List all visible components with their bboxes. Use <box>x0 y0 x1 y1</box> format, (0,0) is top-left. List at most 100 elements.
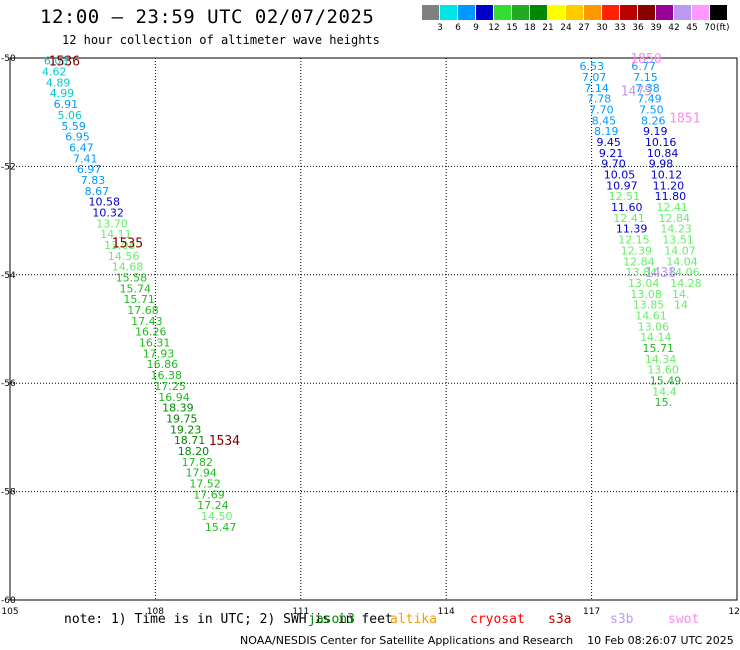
wave-height-point: 13.08 <box>630 288 662 301</box>
scale-tick-label: 33 <box>614 23 626 33</box>
wave-height-point: 14.4 <box>652 385 677 398</box>
wave-height-point: 12.51 <box>609 190 641 203</box>
scale-swatch <box>476 5 494 20</box>
wave-height-point: 7.14 <box>584 82 609 95</box>
wave-height-point: 14.28 <box>670 277 702 290</box>
wave-height-point: 12.15 <box>618 234 650 247</box>
wave-height-point: 16.38 <box>151 369 183 382</box>
scale-unit: (ft) <box>716 23 730 33</box>
satellite-legend-swot: swot <box>668 612 700 627</box>
wave-height-point: 10.97 <box>606 179 638 192</box>
wave-height-point: 16.26 <box>135 326 167 339</box>
wave-height-point: 14.68 <box>112 261 144 274</box>
scale-swatch <box>530 5 548 20</box>
track-id-label: 1535 <box>112 236 143 251</box>
scale-swatch <box>692 5 710 20</box>
wave-height-point: 7.70 <box>589 103 614 116</box>
satellite-legend-altika: altika <box>390 612 437 627</box>
y-tick-label: -58 <box>1 488 16 498</box>
wave-height-point: 4.62 <box>42 66 67 79</box>
wave-height-point: 15.49 <box>650 374 682 387</box>
wave-height-point: 8.19 <box>594 125 619 138</box>
scale-swatch <box>512 5 530 20</box>
wave-height-point: 11.80 <box>655 190 687 203</box>
wave-height-point: 10.16 <box>645 136 677 149</box>
track-id-label: 1438 <box>645 266 676 281</box>
scale-swatch <box>548 5 566 20</box>
track-id-label: 1851 <box>669 112 700 127</box>
scale-tick-label: 6 <box>455 23 461 33</box>
scale-swatch <box>656 5 674 20</box>
y-tick-label: -54 <box>1 271 16 281</box>
wave-height-point: 12.39 <box>621 244 653 257</box>
wave-height-point: 17.82 <box>182 456 214 469</box>
wave-height-point: 13.06 <box>638 320 670 333</box>
wave-height-point: 14.06 <box>668 266 700 279</box>
wave-height-point: 13.85 <box>633 299 665 312</box>
wave-height-point: 6.47 <box>69 141 94 154</box>
wave-height-point: 4.99 <box>50 87 75 100</box>
satellite-legend-cryosat: cryosat <box>470 612 525 627</box>
wave-height-point: 13.60 <box>647 364 679 377</box>
wave-height-point: 18.20 <box>178 445 210 458</box>
wave-height-point: 14.50 <box>201 510 233 523</box>
wave-height-point: 7.50 <box>639 103 664 116</box>
wave-height-point: 13.04 <box>628 277 660 290</box>
wave-height-point: 17.69 <box>193 488 225 501</box>
scale-tick-label: 18 <box>524 23 536 33</box>
wave-height-point: 7.41 <box>73 152 98 165</box>
wave-height-point: 4.89 <box>46 76 71 89</box>
wave-height-point: 8.45 <box>592 114 617 127</box>
wave-height-point: 5.59 <box>61 120 85 133</box>
wave-height-point: 14.04 <box>666 255 698 268</box>
wave-height-point: 7.15 <box>633 71 658 84</box>
wave-height-point: 18.71 <box>174 434 206 447</box>
note-text: note: 1) Time is in UTC; 2) SWH is in fe… <box>64 612 393 627</box>
wave-height-point: 14.61 <box>635 309 667 322</box>
wave-height-point: 13.08 <box>104 239 136 252</box>
wave-height-point: 10.58 <box>89 196 121 209</box>
wave-height-point: 6.91 <box>54 98 78 111</box>
wave-height-point: 16.31 <box>139 337 171 350</box>
wave-height-point: 11.20 <box>653 179 685 192</box>
x-tick-label: 108 <box>147 607 164 617</box>
wave-height-point: 12.84 <box>623 255 655 268</box>
wave-height-point: 9.98 <box>649 158 674 171</box>
scale-tick-label: 27 <box>578 23 590 33</box>
scale-tick-label: 45 <box>686 23 698 33</box>
wave-height-point: 10.12 <box>651 169 683 182</box>
wave-height-point: 14 <box>674 299 688 312</box>
scale-tick-label: 12 <box>488 23 500 33</box>
plot-frame <box>9 57 738 601</box>
x-tick-label: 111 <box>292 607 309 617</box>
track-id-label: 1534 <box>209 434 240 449</box>
wave-height-point: 12.41 <box>613 212 645 225</box>
wave-height-point: 16.86 <box>147 358 179 371</box>
scale-tick-label: 70 <box>704 23 716 33</box>
satellite-legend-jason3: jason3 <box>308 612 355 627</box>
wave-height-point: 11.60 <box>611 201 643 214</box>
footer-credit: NOAA/NESDIS Center for Satellite Applica… <box>240 634 574 647</box>
wave-height-point: 15.71 <box>123 293 155 306</box>
wave-height-point: 13.84 <box>626 266 658 279</box>
scale-tick-label: 39 <box>650 23 662 33</box>
track-id-label: 1536 <box>49 55 80 70</box>
scale-swatch <box>566 5 584 20</box>
wave-height-point: 11.39 <box>616 223 648 236</box>
y-tick-label: -50 <box>1 54 16 64</box>
scale-tick-label: 21 <box>542 23 554 33</box>
wave-height-point: 8.26 <box>641 114 666 127</box>
wave-height-point: 15.47 <box>205 521 237 534</box>
wave-height-point: 9.70 <box>601 158 626 171</box>
track-id-label: 1475 <box>621 85 652 100</box>
wave-height-point: 13.70 <box>96 217 128 230</box>
scale-swatch <box>494 5 512 20</box>
wave-height-point: 14.14 <box>640 331 672 344</box>
wave-height-point: 17.43 <box>131 315 163 328</box>
wave-height-point: 10.05 <box>604 169 636 182</box>
wave-height-point: 6.97 <box>77 163 102 176</box>
chart-subtitle: 12 hour collection of altimeter wave hei… <box>62 33 380 47</box>
wave-height-point: 19.75 <box>166 412 198 425</box>
footer: NOAA/NESDIS Center for Satellite Applica… <box>240 634 734 647</box>
wave-height-point: 14.56 <box>108 250 140 263</box>
